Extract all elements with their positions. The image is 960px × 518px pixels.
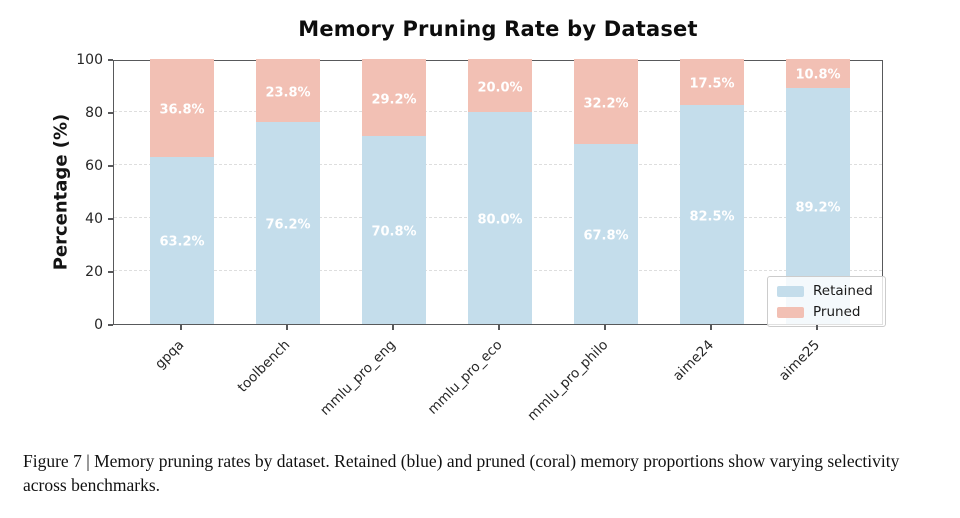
- bar-segment-pruned-toolbench: [256, 59, 320, 123]
- y-tick-label: 60: [85, 158, 103, 174]
- bar-value-label-pruned: 29.2%: [371, 92, 417, 108]
- x-tick-mark: [498, 325, 500, 330]
- legend-swatch-pruned: [777, 306, 804, 318]
- bar-value-label-pruned: 32.2%: [583, 96, 629, 112]
- x-tick-label: mmlu_pro_philo: [524, 337, 612, 425]
- x-tick-label: mmlu_pro_eco: [424, 337, 506, 418]
- figure-caption: Figure 7 | Memory pruning rates by datas…: [23, 451, 900, 495]
- x-tick-label: aime24: [670, 337, 718, 385]
- bar-value-label-retained: 76.2%: [265, 217, 311, 233]
- x-tick-mark: [392, 325, 394, 330]
- bar-value-label-retained: 80.0%: [477, 212, 523, 228]
- legend-item-retained: Retained: [777, 283, 873, 299]
- bar-value-label-retained: 67.8%: [583, 228, 629, 244]
- bar-value-label-pruned: 20.0%: [477, 80, 523, 95]
- bar-segment-pruned-mmlu_pro_eco: [468, 59, 532, 112]
- y-tick-mark: [108, 112, 113, 114]
- x-tick-mark: [710, 325, 712, 330]
- bar-segment-retained-mmlu_pro_philo: [574, 144, 638, 324]
- bar-segment-retained-gpqa: [150, 156, 214, 324]
- bar-value-label-retained: 70.8%: [371, 224, 417, 240]
- x-axis: gpqa toolbench mmlu_pro_eng mmlu_pro_eco mml…: [113, 327, 883, 437]
- y-tick-mark: [108, 324, 113, 326]
- x-tick-label: mmlu_pro_eng: [317, 337, 400, 419]
- bar-value-label-retained: 89.2%: [795, 200, 841, 216]
- bar-value-label-pruned: 36.8%: [159, 102, 205, 118]
- legend-label: Pruned: [813, 304, 861, 320]
- y-tick-mark: [108, 59, 113, 61]
- bar-segment-pruned-mmlu_pro_eng: [362, 59, 426, 137]
- x-tick-mark: [604, 325, 606, 330]
- y-tick-label: 0: [94, 317, 103, 333]
- y-tick-mark: [108, 165, 113, 167]
- bar-value-label-pruned: 23.8%: [265, 85, 311, 101]
- bar-segment-pruned-aime25: [786, 59, 850, 88]
- bar-value-label-pruned: 17.5%: [689, 76, 735, 92]
- legend: Retained Pruned: [767, 276, 886, 327]
- y-axis-label: Percentage (%): [50, 113, 72, 271]
- bar-segment-pruned-mmlu_pro_philo: [574, 59, 638, 145]
- bar-value-label-retained: 82.5%: [689, 209, 735, 225]
- x-tick-label: gpqa: [151, 337, 188, 373]
- x-tick-mark: [816, 325, 818, 330]
- legend-item-pruned: Pruned: [777, 304, 873, 320]
- x-tick-mark: [286, 325, 288, 330]
- bar-segment-retained-mmlu_pro_eco: [468, 112, 532, 324]
- bar-segment-retained-mmlu_pro_eng: [362, 136, 426, 324]
- bar-segment-retained-toolbench: [256, 122, 320, 324]
- bar-segment-pruned-gpqa: [150, 59, 214, 157]
- bar-segment-retained-aime24: [680, 105, 744, 324]
- bar-value-label-retained: 63.2%: [159, 234, 205, 250]
- bar-segment-pruned-aime24: [680, 59, 744, 106]
- chart-title: Memory Pruning Rate by Dataset: [298, 17, 698, 41]
- y-tick-label: 80: [85, 105, 103, 121]
- x-tick-mark: [180, 325, 182, 330]
- legend-swatch-retained: [777, 285, 804, 297]
- plot-area: 63.2% 36.8% 76.2% 23.8% 70.8% 29.2% 80.0% 20.0%…: [113, 59, 883, 325]
- x-tick-label: toolbench: [234, 337, 294, 396]
- x-tick-label: aime25: [776, 337, 824, 385]
- y-tick-label: 100: [76, 52, 103, 68]
- y-tick-mark: [108, 218, 113, 220]
- y-tick-label: 40: [85, 211, 103, 227]
- legend-label: Retained: [813, 283, 873, 299]
- y-tick-label: 20: [85, 264, 103, 280]
- bar-value-label-pruned: 10.8%: [795, 67, 841, 83]
- y-tick-mark: [108, 271, 113, 273]
